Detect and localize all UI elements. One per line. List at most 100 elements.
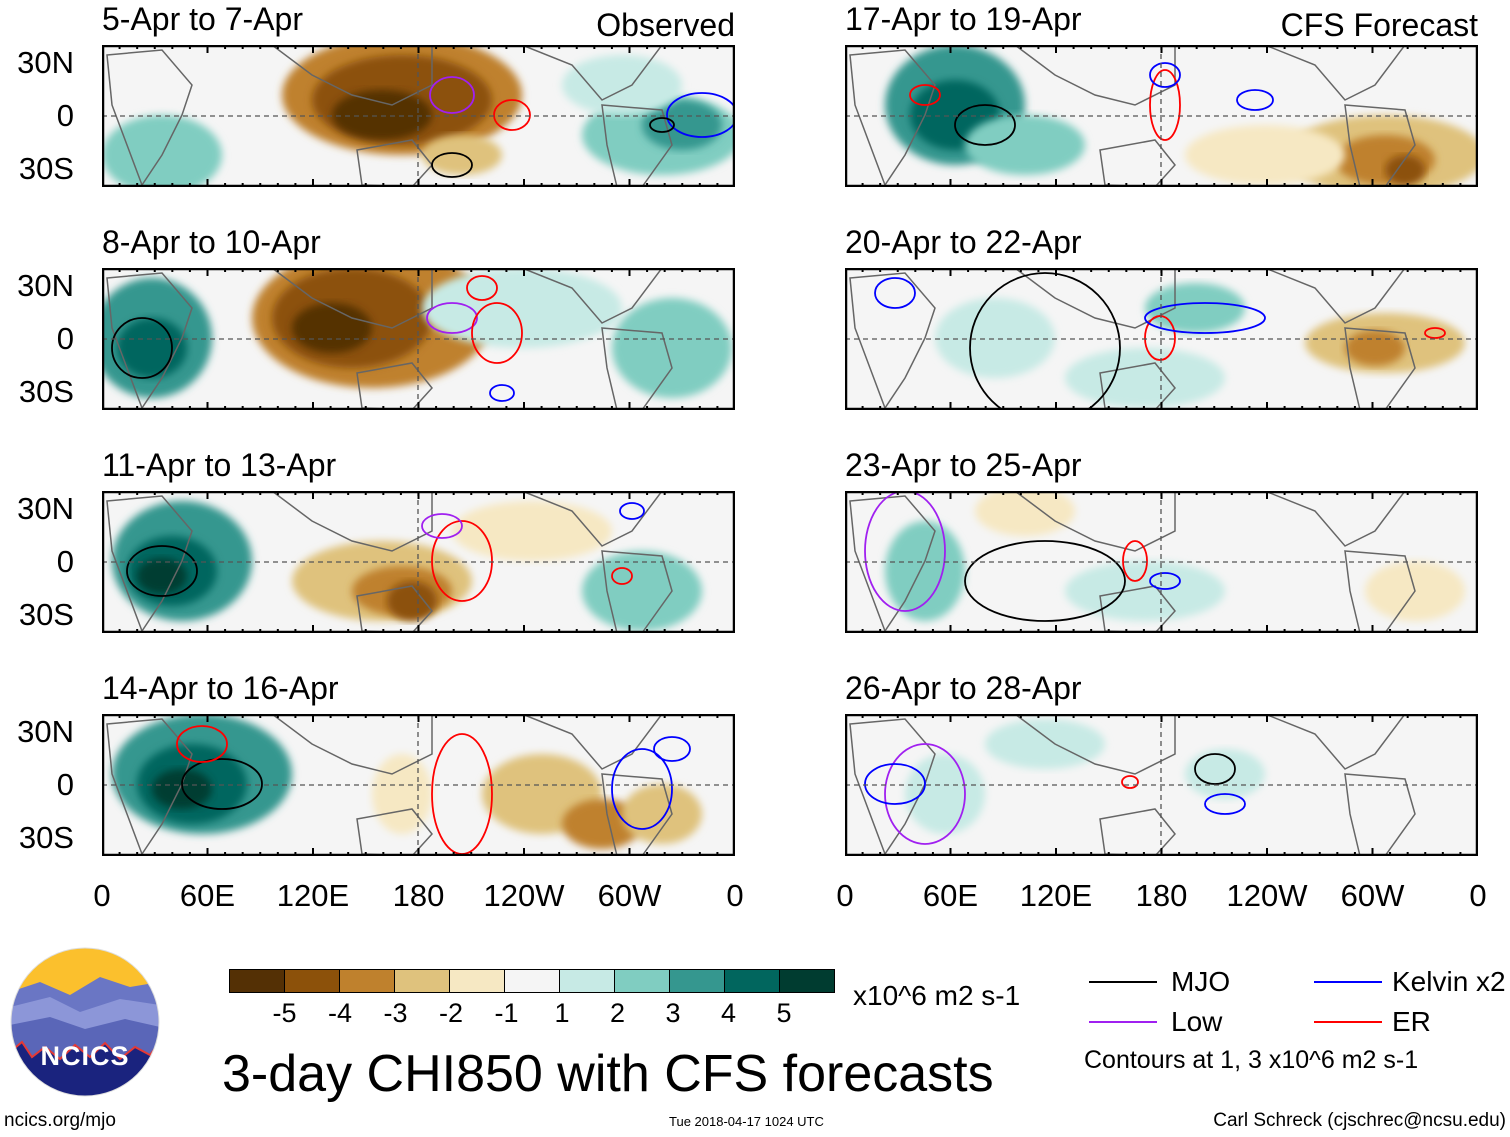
coastline — [1099, 808, 1176, 856]
coastline — [1264, 45, 1406, 101]
contour — [611, 567, 633, 585]
contour — [909, 84, 941, 106]
contour — [176, 725, 228, 763]
contour — [1149, 69, 1181, 141]
colorbar-swatch — [230, 970, 285, 992]
lat-label: 30S — [18, 374, 74, 409]
panel-title: 23-Apr to 25-Apr — [845, 447, 1082, 483]
coastline — [1013, 714, 1176, 775]
contour — [969, 272, 1121, 410]
lat-label: 30N — [17, 714, 74, 749]
coastline — [601, 327, 673, 410]
anomaly-region — [965, 115, 1085, 175]
coastline — [521, 714, 663, 770]
contour — [111, 317, 173, 379]
map-panel — [845, 714, 1478, 856]
contour — [1236, 89, 1274, 111]
coastline — [1264, 714, 1406, 770]
coastline — [106, 718, 193, 856]
anomaly-region — [1185, 749, 1265, 799]
legend-label-kelvin: Kelvin x2 — [1392, 966, 1506, 997]
colorbar-units: x10^6 m2 s-1 — [853, 980, 1021, 1011]
coastline — [849, 272, 936, 410]
anomaly-region — [137, 558, 187, 594]
coastline — [521, 491, 663, 547]
contour — [126, 545, 198, 597]
anomaly-region — [387, 581, 437, 621]
map-panel — [102, 714, 735, 856]
coastline — [1344, 327, 1416, 410]
contour — [429, 76, 475, 114]
coastline — [356, 362, 433, 410]
contour — [1121, 775, 1139, 789]
anomaly-region — [885, 521, 965, 621]
coastline — [1264, 491, 1406, 547]
contour — [431, 152, 473, 178]
colorbar-swatch — [505, 970, 560, 992]
coastline — [1344, 773, 1416, 856]
legend-line-low — [1089, 1021, 1157, 1023]
coastline — [1099, 139, 1176, 187]
map-panel — [845, 268, 1478, 410]
lat-label: 30N — [17, 491, 74, 526]
contour — [864, 763, 926, 805]
coastline — [1264, 268, 1406, 324]
anomaly-region — [332, 90, 432, 140]
contour — [1194, 753, 1236, 785]
coastline — [270, 714, 433, 775]
colorbar-swatch — [560, 970, 615, 992]
contour — [1424, 327, 1446, 339]
lon-label: 180 — [392, 878, 445, 913]
panel-title: 5-Apr to 7-Apr — [102, 1, 303, 37]
lon-label: 120E — [1019, 878, 1093, 913]
panel-title: 14-Apr to 16-Apr — [102, 670, 339, 706]
coastline — [106, 49, 193, 187]
contour — [884, 743, 966, 845]
lon-label: 0 — [93, 878, 111, 913]
lon-label: 120W — [483, 878, 565, 913]
lon-label: 0 — [726, 878, 744, 913]
map-panel — [102, 268, 735, 410]
colorbar-tick-label: -2 — [438, 998, 464, 1028]
coastline — [356, 585, 433, 633]
anomaly-region — [905, 754, 985, 834]
contour — [181, 758, 263, 810]
colorbar-swatch — [670, 970, 725, 992]
contour — [964, 540, 1126, 622]
contour — [864, 491, 946, 612]
anomaly-region — [1065, 348, 1225, 408]
lon-label: 60E — [179, 878, 236, 913]
lon-label: 0 — [836, 878, 854, 913]
colorbar-swatch — [780, 970, 834, 992]
colorbar-tick-label: 3 — [665, 998, 681, 1028]
panel-source-tag: CFS Forecast — [1280, 7, 1478, 43]
anomaly-region — [1385, 155, 1425, 185]
contour — [421, 513, 463, 539]
footer-url[interactable]: ncics.org/mjo — [4, 1110, 116, 1131]
ncics-logo: NCICS — [10, 947, 160, 1097]
lat-label: 0 — [56, 98, 74, 133]
map-panel — [102, 45, 735, 187]
colorbar-tick-label: -3 — [383, 998, 408, 1028]
coastline — [1099, 362, 1176, 410]
legend-label-low: Low — [1171, 1006, 1223, 1037]
contour — [611, 748, 673, 830]
anomaly-region — [582, 551, 702, 631]
figure-title: 3-day CHI850 with CFS forecasts — [222, 1045, 994, 1103]
coastline — [106, 272, 193, 410]
map-panel — [102, 491, 735, 633]
lon-label: 60W — [597, 878, 662, 913]
map-panel — [845, 45, 1478, 187]
lat-label: 0 — [56, 767, 74, 802]
coastline — [849, 495, 936, 633]
legend-line-er — [1314, 1021, 1382, 1023]
colorbar-swatch — [395, 970, 450, 992]
colorbar-swatch — [285, 970, 340, 992]
contour — [426, 302, 478, 334]
colorbar-tick-label: 5 — [776, 998, 792, 1028]
lon-label: 120E — [276, 878, 350, 913]
coastline — [1013, 491, 1176, 552]
colorbar-swatch — [450, 970, 505, 992]
coastline — [1099, 585, 1176, 633]
anomaly-region — [562, 799, 642, 849]
